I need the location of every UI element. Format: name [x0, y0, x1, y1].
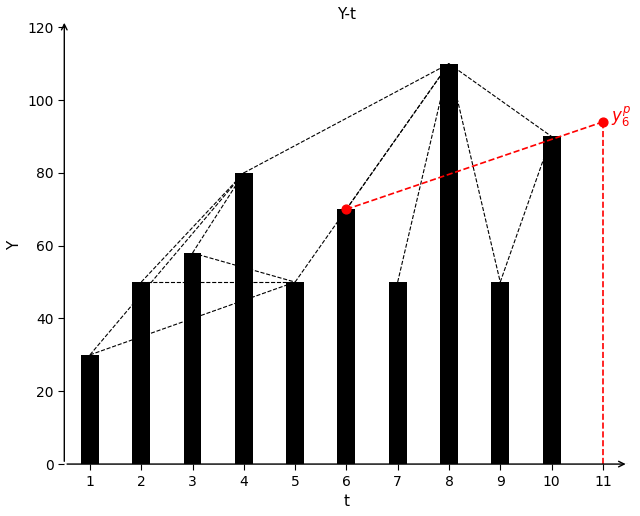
- Point: [598, 118, 608, 126]
- Bar: [440, 63, 458, 464]
- Bar: [235, 173, 253, 464]
- Y-axis label: Y: Y: [7, 241, 22, 250]
- Point: [341, 205, 351, 214]
- Bar: [286, 282, 304, 464]
- Bar: [543, 136, 561, 464]
- Bar: [337, 209, 355, 464]
- Bar: [388, 282, 406, 464]
- Bar: [184, 253, 202, 464]
- Bar: [492, 282, 509, 464]
- Title: Y-t: Y-t: [337, 7, 356, 22]
- X-axis label: t: t: [344, 494, 349, 509]
- Text: $y^p_6$: $y^p_6$: [611, 104, 631, 129]
- Bar: [132, 282, 150, 464]
- Bar: [81, 355, 99, 464]
